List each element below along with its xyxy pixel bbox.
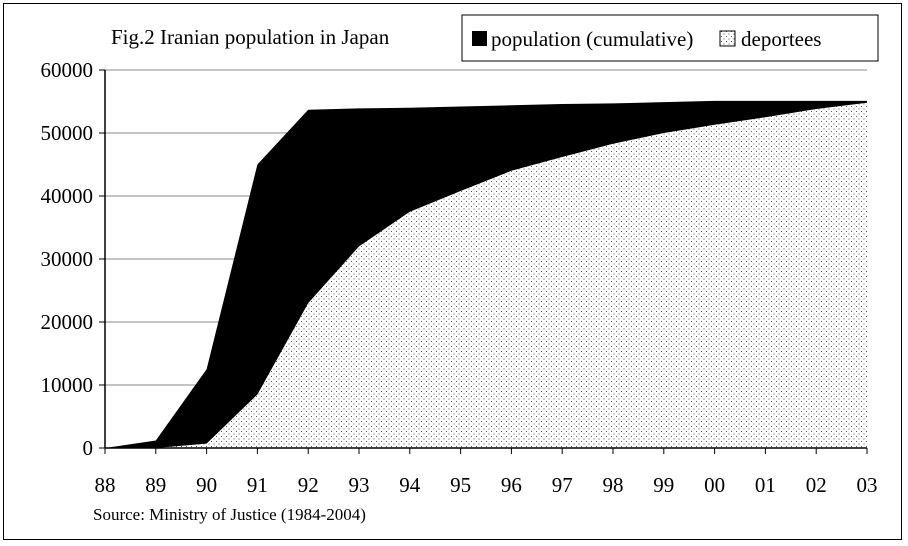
x-tick-label-89: 89 — [145, 473, 166, 497]
x-tick-label-99: 99 — [653, 473, 674, 497]
y-tick-label-10000: 10000 — [41, 373, 94, 397]
y-tick-label-30000: 30000 — [41, 247, 94, 271]
x-tick-label-91: 91 — [247, 473, 268, 497]
x-tick-label-96: 96 — [501, 473, 522, 497]
legend-label-population: population (cumulative) — [491, 27, 693, 51]
legend-swatch-deportees — [719, 30, 736, 47]
x-tick-label-00: 00 — [704, 473, 725, 497]
y-tick-label-50000: 50000 — [41, 121, 94, 145]
x-tick-label-95: 95 — [450, 473, 471, 497]
chart-title: Fig.2 Iranian population in Japan — [111, 25, 390, 49]
x-tick-label-03: 03 — [857, 473, 878, 497]
y-tick-label-40000: 40000 — [41, 184, 94, 208]
x-tick-label-93: 93 — [349, 473, 370, 497]
y-tick-label-0: 0 — [83, 436, 94, 460]
legend: population (cumulative) deportees — [461, 14, 879, 62]
x-tick-label-88: 88 — [95, 473, 116, 497]
y-tick-label-20000: 20000 — [41, 310, 94, 334]
legend-swatch-population — [472, 31, 487, 46]
y-tick-label-60000: 60000 — [41, 58, 94, 82]
area-deportees — [105, 102, 867, 448]
legend-label-deportees: deportees — [741, 27, 821, 51]
x-tick-label-01: 01 — [755, 473, 776, 497]
x-tick-label-92: 92 — [298, 473, 319, 497]
x-tick-label-97: 97 — [552, 473, 573, 497]
x-tick-label-94: 94 — [399, 473, 421, 497]
x-tick-label-90: 90 — [196, 473, 217, 497]
legend-box — [461, 14, 879, 62]
chart-source: Source: Ministry of Justice (1984-2004) — [93, 505, 366, 524]
x-tick-label-02: 02 — [806, 473, 827, 497]
x-tick-label-98: 98 — [603, 473, 624, 497]
